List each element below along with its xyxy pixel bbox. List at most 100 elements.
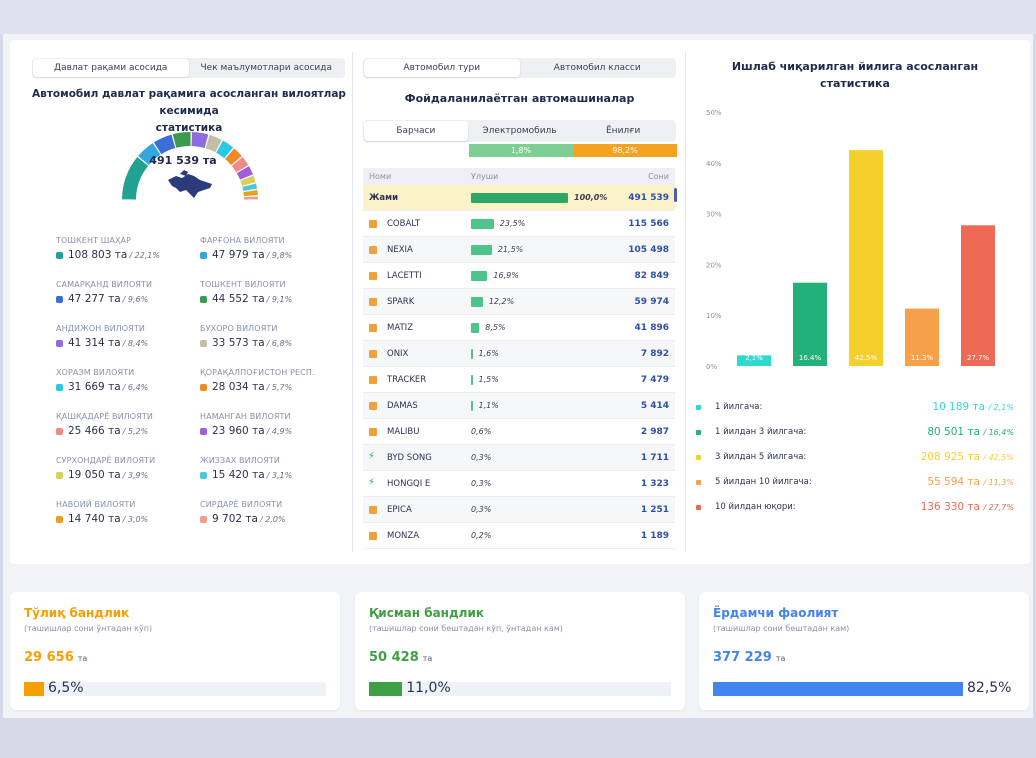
region-value: 31 669 та [68,381,121,393]
table-row[interactable]: MONZA 0,2% 1 189 [363,523,675,549]
card-unit: та [422,654,433,663]
region-name: ТОШКЕНТ ВИЛОЯТИ [200,280,286,289]
tab-car-type[interactable]: Автомобил тури [364,59,520,77]
legend-label: 10 йилдан юқори: [715,502,796,512]
region-value-row: 25 466 та/ 5,2% [56,425,196,437]
region-pct: / 3,0% [122,514,149,524]
share-pct: 0,6% [471,427,492,436]
age-bar[interactable] [737,355,771,366]
col-name: Номи [369,172,392,181]
card-unit: та [77,654,88,663]
legend-value: 10 189 та / 2,1% [932,401,1014,413]
region-name: СИРДАРЁ ВИЛОЯТИ [200,500,283,509]
y-tick-label: 30% [706,211,722,219]
region-value-row: 33 573 та/ 6,8% [200,337,340,349]
card-unit: та [775,654,786,663]
model-name: MATIZ [387,322,414,333]
card-progress-track: 11,0% [369,680,671,696]
table-row[interactable]: COBALT 23,5% 115 566 [363,211,675,237]
age-bar[interactable] [905,308,939,366]
left-title-line1: Автомобил давлат рақамига асосланган вил… [32,88,346,117]
card-subtitle: (ташишлар сони бештадан кўп, ўнтадан кам… [369,624,563,633]
age-bar[interactable] [793,282,827,366]
table-scrollbar[interactable] [674,188,677,202]
fuel-pump-icon [369,323,377,332]
card-progress-fill [713,682,963,696]
table-total-row[interactable]: Жами 100,0% 491 539 [363,185,675,211]
card-pct: 6,5% [48,680,84,696]
table-row[interactable]: ⚡ BYD SONG 0,3% 1 711 [363,445,675,471]
legend-label: 1 йилгача: [715,402,763,412]
region-item: БУХОРО ВИЛОЯТИ 33 573 та/ 6,8% [200,324,340,349]
region-item: ЖИЗЗАХ ВИЛОЯТИ 15 420 та/ 3,1% [200,456,340,481]
table-row[interactable]: ⚡ HONGQI E 0,3% 1 323 [363,471,675,497]
region-color-dot [56,251,63,259]
subtab-fuel[interactable]: Ёнилғи [606,126,641,136]
legend-label: 3 йилдан 5 йилгача: [715,452,807,462]
region-name: ҚАШҚАДАРЁ ВИЛОЯТИ [56,412,153,421]
table-row[interactable]: LACETTI 16,9% 82 849 [363,263,675,289]
gauge-segment [172,132,191,148]
age-bar[interactable] [849,150,883,366]
bar-data-label: 27.7% [967,354,990,362]
table-row[interactable]: MATIZ 8,5% 41 896 [363,315,675,341]
region-pct: / 22,1% [129,250,160,260]
left-title: Автомобил давлат рақамига асосланган вил… [30,86,348,137]
legend-count: 10 189 та [932,401,986,413]
subtab-electric[interactable]: Электромобиль [482,126,557,136]
region-color-dot [56,383,63,391]
age-legend-row: 1 йилдан 3 йилгача: 80 501 та / 16,4% [696,425,1014,439]
region-value-row: 47 979 та/ 9,8% [200,249,340,261]
share-pct: 1,6% [478,349,499,358]
region-pct: / 2,0% [259,514,286,524]
gauge-segment [225,148,242,166]
share-bar [471,192,568,203]
share-pct: 1,1% [478,401,499,410]
legend-label: 5 йилдан 10 йилгача: [715,477,812,487]
tab-car-class[interactable]: Автомобил класси [553,63,641,73]
gauge-segment [138,143,161,166]
fuel-pump-icon [369,271,377,280]
age-bar[interactable] [961,225,995,366]
electric-share-bar: 1,8% [469,144,573,157]
divider-right [685,52,686,552]
table-row[interactable]: DAMAS 1,1% 5 414 [363,393,675,419]
subtab-all[interactable]: Барчаси [364,121,468,141]
model-count: 105 498 [628,244,669,255]
table-row[interactable]: MALIBU 0,6% 2 987 [363,419,675,445]
employment-card: Тўлиқ бандлик (ташишлар сони ўнтадан кўп)… [10,592,340,710]
bar-data-label: 2,1% [745,354,763,362]
region-item: АНДИЖОН ВИЛОЯТИ 41 314 та/ 8,4% [56,324,196,349]
table-row[interactable]: ONIX 1,6% 7 892 [363,341,675,367]
table-row[interactable]: NEXIA 21,5% 105 498 [363,237,675,263]
region-name: ЖИЗЗАХ ВИЛОЯТИ [200,456,280,465]
bar-data-label: 16.4% [799,354,822,362]
tab-state-number[interactable]: Давлат рақами асосида [33,59,189,77]
table-row[interactable]: TRACKER 1,5% 7 479 [363,367,675,393]
share-bar [471,218,494,229]
legend-count: 80 501 та [927,426,980,438]
region-color-dot [56,515,63,523]
table-row[interactable]: EPICA 0,3% 1 251 [363,497,675,523]
legend-count: 55 594 та [927,476,980,488]
region-color-dot [200,295,207,303]
region-value-row: 31 669 та/ 6,4% [56,381,196,393]
tab-receipt-data[interactable]: Чек маълумотлари асосида [200,63,332,73]
region-value-row: 15 420 та/ 3,1% [200,469,340,481]
left-title-line2: статистика [155,122,223,134]
middle-tab-switch: Автомобил тури Автомобил класси [363,58,676,78]
share-pct: 0,3% [471,453,492,462]
region-name: ФАРҒОНА ВИЛОЯТИ [200,236,285,245]
card-progress-track: 82,5% [713,680,1011,696]
share-bar [471,296,483,307]
gauge-segment [191,132,209,148]
table-row[interactable]: SPARK 12,2% 59 974 [363,289,675,315]
region-value: 41 314 та [68,337,121,349]
legend-color-dot [696,504,701,510]
region-value: 15 420 та [212,469,265,481]
region-value: 33 573 та [212,337,265,349]
region-pct: / 6,8% [266,338,293,348]
region-item: ФАРҒОНА ВИЛОЯТИ 47 979 та/ 9,8% [200,236,340,261]
fuel-pump-icon [369,245,377,254]
share-bar [471,348,473,359]
